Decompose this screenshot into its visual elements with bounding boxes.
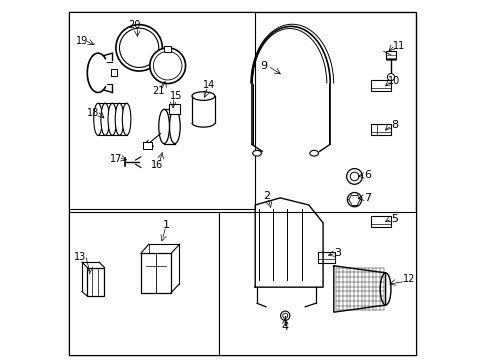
- Text: 3: 3: [333, 248, 340, 258]
- Bar: [69, 12, 255, 208]
- Text: 18: 18: [86, 108, 99, 118]
- Bar: [370, 80, 390, 91]
- Text: 12: 12: [402, 274, 414, 284]
- Ellipse shape: [346, 193, 361, 207]
- Text: 19: 19: [76, 36, 88, 46]
- Bar: [87, 267, 104, 296]
- Bar: [219, 212, 415, 355]
- Text: 5: 5: [390, 213, 397, 224]
- Text: 14: 14: [202, 80, 214, 90]
- Ellipse shape: [192, 92, 214, 100]
- Ellipse shape: [282, 313, 287, 318]
- Ellipse shape: [309, 150, 318, 156]
- Bar: [317, 252, 335, 263]
- Bar: [370, 216, 390, 227]
- Ellipse shape: [159, 109, 169, 144]
- Bar: [110, 69, 117, 76]
- Text: 16: 16: [150, 159, 163, 170]
- Text: 15: 15: [169, 91, 182, 101]
- Bar: [69, 212, 219, 355]
- Text: 8: 8: [390, 120, 397, 130]
- Bar: [141, 253, 171, 293]
- Text: 13: 13: [74, 252, 86, 262]
- Ellipse shape: [252, 150, 261, 156]
- Ellipse shape: [153, 51, 182, 80]
- Ellipse shape: [386, 73, 394, 81]
- Text: 10: 10: [387, 76, 400, 86]
- Ellipse shape: [169, 109, 180, 144]
- Ellipse shape: [101, 103, 109, 135]
- Text: 1: 1: [162, 220, 169, 230]
- Ellipse shape: [108, 103, 116, 135]
- Bar: [164, 46, 171, 52]
- Ellipse shape: [94, 103, 102, 135]
- Ellipse shape: [380, 273, 390, 305]
- Ellipse shape: [149, 48, 185, 84]
- Text: 9: 9: [260, 61, 267, 71]
- Ellipse shape: [349, 172, 358, 181]
- Ellipse shape: [119, 28, 159, 67]
- Ellipse shape: [346, 168, 362, 184]
- Text: 17: 17: [109, 154, 122, 164]
- Text: 11: 11: [392, 41, 404, 51]
- Ellipse shape: [115, 103, 123, 135]
- Text: 4: 4: [281, 322, 288, 332]
- Bar: [385, 51, 395, 59]
- Text: 2: 2: [263, 191, 270, 201]
- Text: 21: 21: [152, 86, 164, 96]
- Ellipse shape: [122, 103, 131, 135]
- Bar: [169, 104, 180, 114]
- Ellipse shape: [280, 311, 289, 320]
- Bar: [370, 124, 390, 135]
- Ellipse shape: [116, 24, 162, 71]
- Text: 6: 6: [364, 170, 370, 180]
- Text: 20: 20: [128, 19, 141, 30]
- Polygon shape: [333, 266, 385, 312]
- Text: 7: 7: [364, 193, 370, 203]
- Bar: [142, 142, 151, 149]
